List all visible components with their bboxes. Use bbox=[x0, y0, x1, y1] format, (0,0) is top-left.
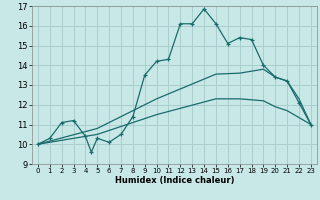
X-axis label: Humidex (Indice chaleur): Humidex (Indice chaleur) bbox=[115, 176, 234, 185]
